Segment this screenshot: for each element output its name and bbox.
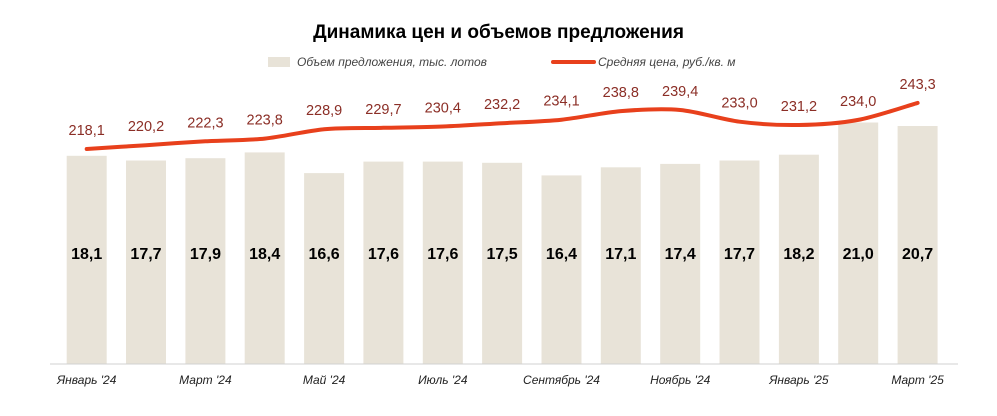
bar-10 [600, 167, 641, 364]
x-tick-label-3: Март '24 [179, 373, 232, 387]
chart-title: Динамика цен и объемов предложения [313, 22, 684, 43]
price-value-label-1: 218,1 [69, 123, 105, 139]
bars-group: 18,1 17,7 17,9 18,4 16,6 17,6 17,6 17,5 16,4 17,1… [66, 122, 938, 365]
bar-value-label-1: 18,1 [71, 246, 102, 263]
price-value-label-15: 243,3 [899, 77, 935, 93]
x-tick-label-15: Март '25 [891, 373, 944, 387]
price-value-label-6: 229,7 [365, 102, 401, 118]
bar-value-label-14: 21,0 [843, 246, 874, 263]
price-value-label-11: 239,4 [662, 84, 698, 100]
x-tick-label-1: Январь '24 [56, 373, 117, 387]
bar-value-label-9: 16,4 [546, 246, 577, 263]
bar-6 [363, 161, 404, 364]
bar-4 [244, 152, 285, 364]
bar-2 [126, 160, 166, 364]
bar-13 [778, 154, 819, 364]
price-value-label-13: 231,2 [781, 99, 817, 115]
bar-value-label-3: 17,9 [190, 246, 221, 263]
bar-15 [897, 126, 938, 364]
x-axis: Январь '24 Март '24 Май '24 Июль '24 Сентябр… [50, 363, 958, 387]
bar-7 [422, 161, 463, 364]
price-value-label-3: 222,3 [187, 115, 223, 131]
bar-9 [541, 175, 582, 364]
x-tick-label-13: Январь '25 [768, 373, 829, 387]
bar-1 [66, 155, 107, 364]
x-tick-label-9: Сентябрь '24 [523, 373, 600, 387]
bar-5 [304, 173, 345, 364]
bar-value-label-7: 17,6 [427, 246, 458, 263]
price-line [84, 100, 920, 151]
bar-value-label-10: 17,1 [605, 246, 636, 263]
bar-12 [719, 160, 760, 364]
price-value-label-4: 223,8 [247, 113, 283, 129]
price-value-label-10: 238,8 [603, 85, 639, 101]
price-value-label-14: 234,0 [840, 94, 876, 110]
bar-14 [838, 122, 879, 364]
bar-3 [185, 158, 226, 364]
bar-8 [482, 162, 523, 365]
legend-label-price: Средняя цена, руб./кв. м [598, 55, 736, 69]
legend: Объем предложения, тыс. лотов Средняя це… [268, 55, 736, 69]
bar-value-label-5: 16,6 [309, 246, 340, 263]
bar-value-label-15: 20,7 [902, 246, 933, 263]
x-tick-label-5: Май '24 [303, 373, 346, 387]
price-value-label-12: 233,0 [721, 96, 757, 112]
price-value-label-5: 228,9 [306, 103, 342, 119]
bar-value-label-4: 18,4 [249, 246, 280, 263]
bar-11 [660, 163, 701, 364]
bar-value-label-13: 18,2 [783, 246, 814, 263]
legend-label-volume: Объем предложения, тыс. лотов [297, 55, 487, 69]
price-value-label-7: 230,4 [425, 101, 461, 117]
price-line-group: 218,1 220,2 222,3 223,8 228,9 229,7 230,4 232,2… [69, 77, 936, 151]
price-value-label-2: 220,2 [128, 119, 164, 135]
bar-value-label-8: 17,5 [487, 246, 518, 263]
x-tick-label-11: Ноябрь '24 [650, 373, 711, 387]
price-value-label-9: 234,1 [543, 94, 579, 110]
bar-value-label-11: 17,4 [665, 246, 696, 263]
price-value-label-8: 232,2 [484, 97, 520, 113]
bar-value-label-6: 17,6 [368, 246, 399, 263]
bar-value-label-12: 17,7 [724, 246, 755, 263]
bar-value-label-2: 17,7 [130, 246, 161, 263]
x-tick-label-7: Июль '24 [418, 373, 468, 387]
legend-swatch-volume [268, 57, 290, 67]
